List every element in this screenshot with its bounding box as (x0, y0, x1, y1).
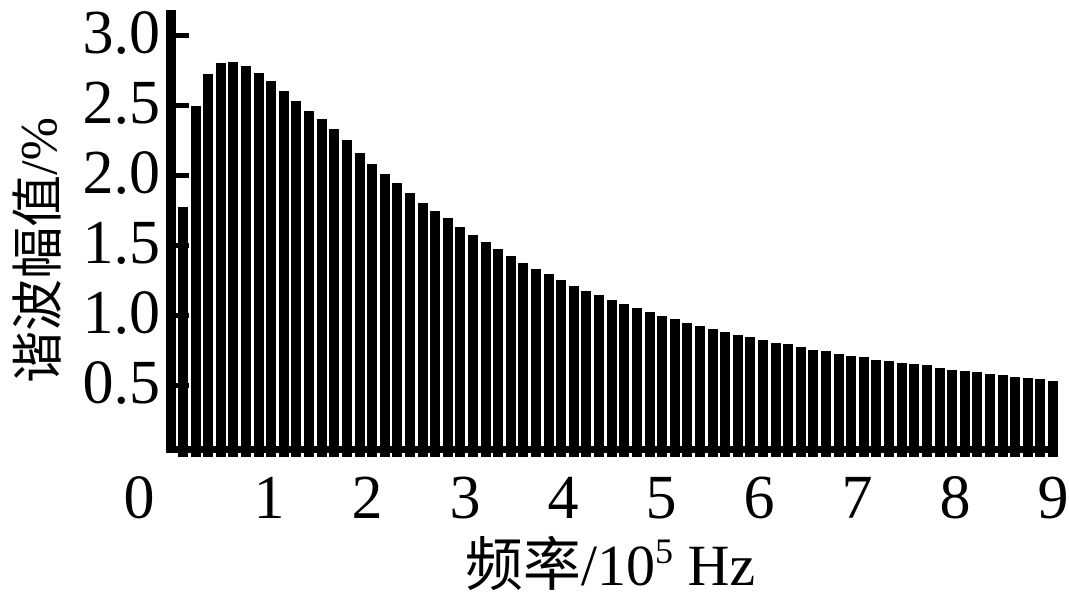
bar (619, 303, 630, 457)
bar (215, 63, 226, 457)
bar (606, 299, 617, 457)
y-tick-mark (176, 173, 189, 178)
bar (846, 355, 857, 457)
bar (329, 128, 340, 457)
bar (278, 91, 289, 457)
bar (266, 81, 277, 457)
x-tick-label: 7 (841, 464, 873, 532)
bar (1048, 380, 1058, 457)
bar (959, 371, 970, 457)
bar (253, 72, 264, 457)
y-tick-mark (176, 103, 189, 108)
bar (707, 329, 718, 457)
bar (984, 373, 995, 457)
y-axis-line (166, 10, 176, 453)
bar (392, 183, 403, 457)
bar (720, 331, 731, 457)
y-tick-label: 2.5 (82, 69, 161, 137)
bar (404, 193, 415, 457)
bar (745, 337, 756, 457)
bar (543, 274, 554, 457)
x-tick-label: 1 (253, 464, 285, 532)
x-tick-label: 2 (351, 464, 383, 532)
bar (694, 326, 705, 457)
x-tick-label: 5 (645, 464, 677, 532)
bar (203, 74, 214, 457)
bar (1010, 376, 1021, 457)
bar (518, 263, 529, 457)
bar (178, 207, 188, 457)
bar (732, 334, 743, 457)
bar (581, 291, 592, 457)
bar (997, 375, 1008, 457)
bar (379, 173, 390, 457)
y-tick-label: 0.5 (82, 349, 161, 417)
bar (808, 350, 819, 457)
bar (833, 354, 844, 457)
bar (316, 119, 327, 457)
x-tick-label: 3 (449, 464, 481, 532)
bar (341, 140, 352, 457)
bar (921, 365, 932, 457)
bar (884, 361, 895, 457)
bar (821, 351, 832, 457)
bar (568, 285, 579, 457)
bar (657, 316, 668, 457)
bar (631, 308, 642, 457)
bar (909, 364, 920, 457)
bar (493, 249, 504, 457)
x-tick-label: 6 (743, 464, 775, 532)
x-tick-label: 8 (939, 464, 971, 532)
y-tick-label: 1.0 (82, 279, 161, 347)
bar (783, 344, 794, 457)
bar (228, 61, 239, 457)
bar (972, 372, 983, 457)
bar (556, 280, 567, 457)
bar (442, 218, 453, 457)
y-tick-label: 3.0 (82, 0, 161, 67)
bar (480, 242, 491, 457)
bar (669, 319, 680, 457)
x-tick-label: 4 (547, 464, 579, 532)
bar (430, 211, 441, 457)
bar (644, 312, 655, 457)
bar (505, 256, 516, 457)
bar (241, 65, 252, 457)
bar (190, 106, 201, 457)
bar (417, 203, 428, 457)
bar (291, 100, 302, 457)
x-tick-label: 9 (1037, 464, 1069, 532)
bar (594, 295, 605, 457)
bar (304, 110, 315, 457)
bar (531, 268, 542, 457)
bar (354, 152, 365, 457)
bar (795, 347, 806, 457)
bar (770, 343, 781, 457)
bar (455, 226, 466, 457)
x-axis-title-unit: Hz (672, 533, 756, 598)
y-tick-label: 1.5 (82, 209, 161, 277)
bar (468, 235, 478, 457)
bar (1022, 378, 1033, 457)
x-axis-title-text: 频率/10 (464, 533, 655, 598)
bar (934, 368, 945, 457)
bar (871, 359, 882, 457)
bar (858, 357, 869, 457)
bar (682, 323, 693, 457)
bar (896, 362, 907, 457)
x-axis-title-superscript: 5 (654, 531, 673, 571)
y-tick-mark (176, 33, 189, 38)
bar (1035, 379, 1046, 457)
bar (367, 163, 378, 457)
y-tick-label: 2.0 (82, 139, 161, 207)
x-axis-title: 频率/105 Hz (330, 531, 890, 605)
x-tick-label: 0 (123, 464, 155, 532)
bar (758, 340, 768, 457)
bar (947, 369, 958, 457)
